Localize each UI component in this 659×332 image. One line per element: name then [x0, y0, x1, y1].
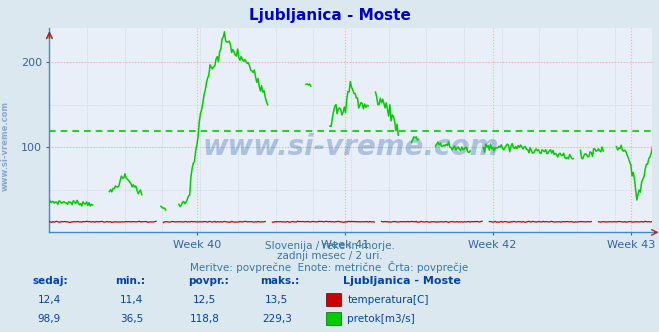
Text: 11,4: 11,4 [120, 295, 144, 305]
Text: www.si-vreme.com: www.si-vreme.com [1, 101, 10, 191]
Text: Ljubljanica - Moste: Ljubljanica - Moste [248, 8, 411, 23]
Text: min.:: min.: [115, 276, 146, 286]
Text: temperatura[C]: temperatura[C] [347, 295, 429, 305]
Text: Ljubljanica - Moste: Ljubljanica - Moste [343, 276, 461, 286]
Text: 36,5: 36,5 [120, 314, 144, 324]
Text: 118,8: 118,8 [189, 314, 219, 324]
Text: 98,9: 98,9 [38, 314, 61, 324]
Text: Meritve: povprečne  Enote: metrične  Črta: povprečje: Meritve: povprečne Enote: metrične Črta:… [190, 261, 469, 273]
Text: 229,3: 229,3 [262, 314, 292, 324]
Text: maks.:: maks.: [260, 276, 300, 286]
Text: www.si-vreme.com: www.si-vreme.com [203, 133, 499, 161]
Text: povpr.:: povpr.: [188, 276, 229, 286]
Text: sedaj:: sedaj: [33, 276, 69, 286]
Text: zadnji mesec / 2 uri.: zadnji mesec / 2 uri. [277, 251, 382, 261]
Text: pretok[m3/s]: pretok[m3/s] [347, 314, 415, 324]
Text: Slovenija / reke in morje.: Slovenija / reke in morje. [264, 241, 395, 251]
Text: 12,4: 12,4 [38, 295, 61, 305]
Text: 13,5: 13,5 [265, 295, 289, 305]
Text: 12,5: 12,5 [192, 295, 216, 305]
